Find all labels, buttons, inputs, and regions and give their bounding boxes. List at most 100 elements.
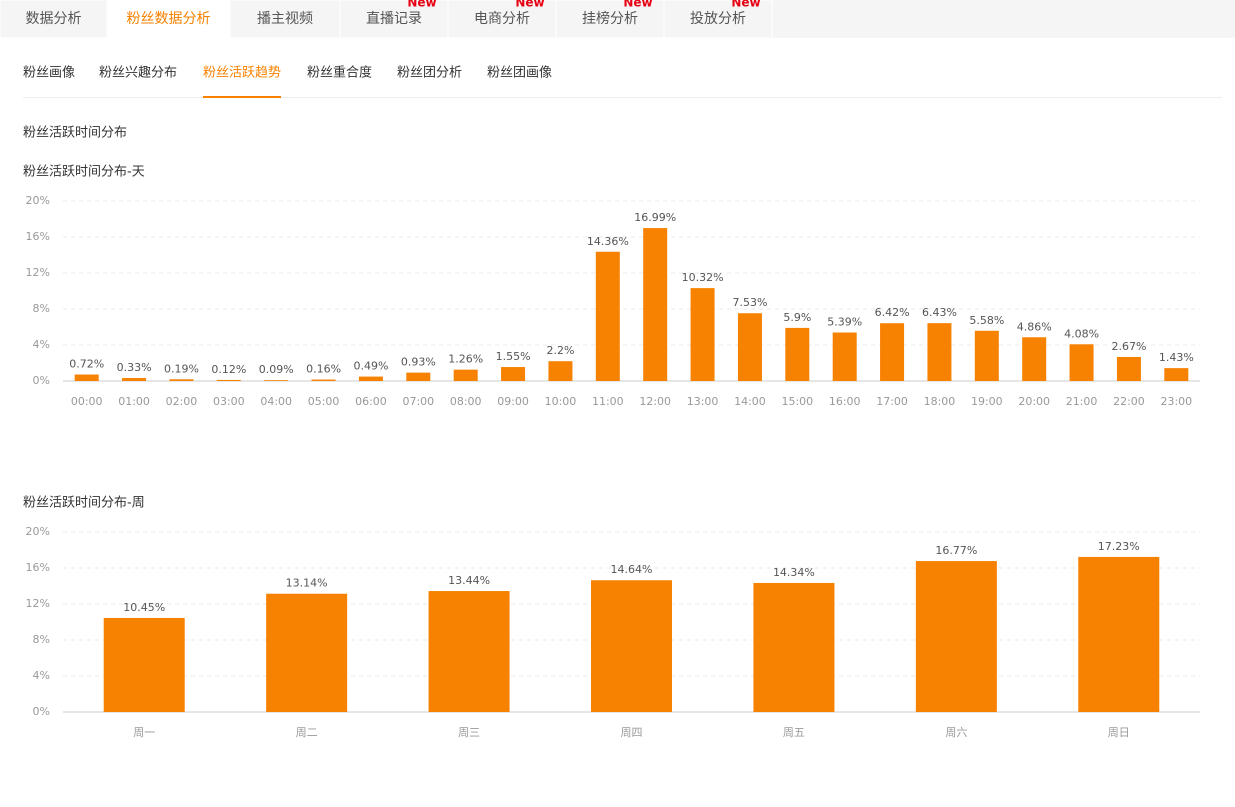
tab-label[interactable]: 挂榜分析 — [582, 10, 638, 27]
value-label: 0.33% — [117, 361, 152, 374]
x-tick-label: 19:00 — [971, 395, 1003, 408]
x-tick-label: 10:00 — [545, 395, 577, 408]
value-label: 0.72% — [69, 358, 104, 371]
tab-label[interactable]: 粉丝数据分析 — [127, 11, 211, 27]
value-label: 13.14% — [286, 577, 328, 590]
x-tick-label: 11:00 — [592, 395, 624, 408]
bar — [122, 378, 147, 381]
x-tick-label: 05:00 — [308, 395, 340, 408]
x-tick-label: 周六 — [945, 726, 967, 739]
value-label: 0.12% — [211, 363, 246, 376]
x-tick-label: 17:00 — [876, 395, 908, 408]
x-tick-label: 01:00 — [118, 395, 150, 408]
tab-label[interactable]: 直播记录 — [366, 10, 422, 27]
value-label: 0.19% — [164, 362, 199, 375]
subtab[interactable]: 粉丝画像 — [23, 66, 75, 81]
x-tick-label: 13:00 — [687, 395, 719, 408]
subtab[interactable]: 粉丝团画像 — [487, 66, 552, 81]
value-label: 6.43% — [922, 306, 957, 319]
tab[interactable] — [555, 0, 665, 39]
x-tick-label: 20:00 — [1018, 395, 1050, 408]
x-tick-label: 15:00 — [781, 395, 813, 408]
bar — [264, 380, 289, 381]
y-tick-label: 20% — [26, 194, 50, 207]
value-label: 0.16% — [306, 363, 341, 376]
value-label: 6.42% — [875, 306, 910, 319]
tab[interactable] — [339, 0, 449, 39]
value-label: 13.44% — [448, 574, 490, 587]
x-tick-label: 03:00 — [213, 395, 245, 408]
value-label: 0.09% — [259, 363, 294, 376]
tab-label[interactable]: 数据分析 — [26, 11, 82, 27]
bar — [1116, 356, 1141, 381]
tab-label[interactable]: 播主视频 — [257, 11, 313, 27]
x-tick-label: 00:00 — [71, 395, 103, 408]
y-tick-label: 8% — [33, 302, 50, 315]
y-tick-label: 4% — [33, 338, 50, 351]
chart-title: 粉丝活跃时间分布-天 — [23, 165, 145, 180]
value-label: 2.67% — [1111, 340, 1146, 353]
value-label: 2.2% — [546, 344, 574, 357]
subtab[interactable]: 粉丝重合度 — [307, 65, 372, 81]
subtab[interactable]: 粉丝兴趣分布 — [99, 66, 177, 81]
y-tick-label: 12% — [26, 266, 50, 279]
tab[interactable] — [229, 0, 341, 39]
bar — [103, 617, 185, 712]
bar — [974, 330, 999, 381]
value-label: 4.08% — [1064, 327, 1099, 340]
bar — [753, 582, 835, 712]
x-tick-label: 06:00 — [355, 395, 387, 408]
bar — [643, 228, 668, 381]
bar — [548, 361, 573, 381]
x-tick-label: 07:00 — [402, 395, 434, 408]
x-tick-label: 22:00 — [1113, 395, 1145, 408]
subtab-underline — [203, 96, 282, 98]
value-label: 10.45% — [123, 601, 165, 614]
tab[interactable] — [663, 0, 773, 39]
tab-label[interactable]: 电商分析 — [474, 11, 530, 27]
value-label: 7.53% — [732, 296, 767, 309]
bar — [1164, 368, 1189, 381]
y-tick-label: 0% — [33, 705, 50, 718]
tab[interactable] — [0, 0, 108, 39]
bar — [737, 313, 762, 381]
x-tick-label: 21:00 — [1066, 395, 1098, 408]
value-label: 5.9% — [783, 311, 811, 324]
value-label: 14.34% — [773, 566, 815, 579]
value-label: 16.99% — [634, 211, 676, 224]
bar — [832, 332, 857, 381]
subtab[interactable]: 粉丝活跃趋势 — [203, 65, 281, 81]
x-tick-label: 14:00 — [734, 395, 766, 408]
x-tick-label: 02:00 — [166, 395, 198, 408]
bar — [216, 379, 241, 381]
y-tick-label: 12% — [26, 597, 50, 610]
x-tick-label: 周一 — [133, 726, 155, 739]
bar — [311, 379, 336, 381]
value-label: 14.64% — [611, 563, 653, 576]
tab-label[interactable]: 投放分析 — [690, 11, 746, 27]
subtab[interactable]: 粉丝团分析 — [397, 66, 462, 81]
tab-badge: New — [731, 0, 760, 10]
bar — [1022, 337, 1047, 381]
value-label: 1.26% — [448, 353, 483, 366]
y-tick-label: 0% — [33, 374, 50, 387]
bar — [915, 561, 997, 712]
value-label: 10.32% — [682, 271, 724, 284]
value-label: 5.39% — [827, 315, 862, 328]
bar — [358, 376, 383, 381]
y-tick-label: 4% — [33, 669, 50, 682]
section-title: 粉丝活跃时间分布 — [23, 126, 127, 141]
x-tick-label: 周四 — [621, 726, 643, 739]
value-label: 1.55% — [496, 350, 531, 363]
bar — [74, 374, 99, 381]
bar — [690, 288, 715, 381]
x-tick-label: 周五 — [783, 726, 805, 739]
chart-title: 粉丝活跃时间分布-周 — [23, 496, 145, 511]
bar — [266, 593, 348, 712]
value-label: 4.86% — [1017, 320, 1052, 333]
bar — [169, 379, 194, 381]
value-label: 0.49% — [353, 360, 388, 373]
tab-badge: New — [623, 0, 652, 10]
x-tick-label: 周二 — [296, 726, 318, 739]
